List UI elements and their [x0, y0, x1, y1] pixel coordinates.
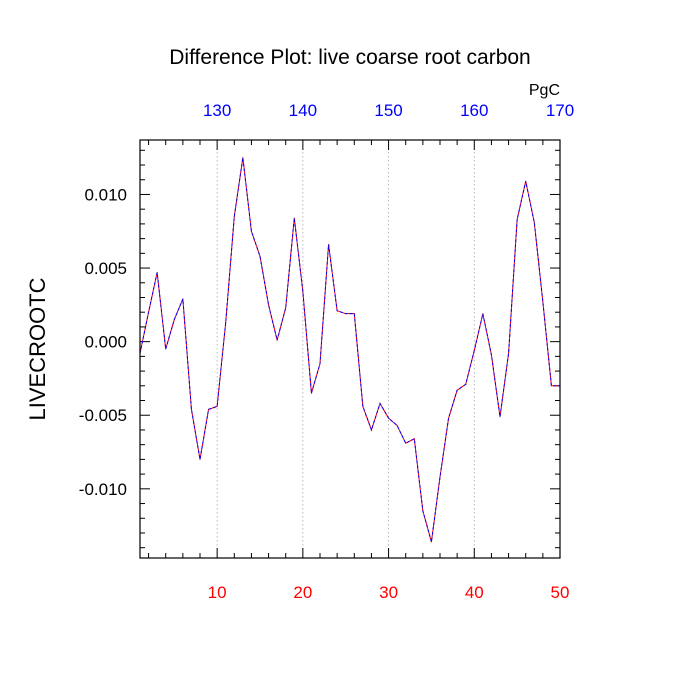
data-point	[216, 405, 218, 408]
y-tick-label: 0.005	[84, 259, 127, 278]
y-tick-label: 0.010	[84, 185, 127, 204]
x-bottom-tick-label: 10	[208, 583, 227, 602]
y-tick-label: 0.000	[84, 333, 127, 352]
y-tick-label: -0.010	[79, 480, 127, 499]
x-bottom-tick-label: 30	[379, 583, 398, 602]
data-point	[430, 541, 433, 543]
data-point	[439, 476, 441, 478]
data-point	[490, 354, 493, 356]
data-point	[310, 392, 313, 394]
x-top-tick-label: 140	[289, 101, 317, 120]
y-tick-label: -0.005	[79, 406, 127, 425]
data-point	[242, 157, 244, 159]
data-point	[165, 348, 167, 350]
x-bottom-tick-label: 20	[293, 583, 312, 602]
y-axis-label: LIVECROOTC	[25, 277, 50, 420]
data-point	[207, 408, 210, 410]
data-point	[542, 301, 544, 303]
data-point	[353, 313, 355, 315]
data-point	[379, 402, 381, 405]
data-point	[147, 311, 150, 313]
data-point	[482, 313, 484, 315]
units-label: PgC	[529, 82, 560, 99]
data-point	[516, 218, 518, 221]
data-point	[413, 438, 415, 440]
tick-labels: 10 130 20 140 30 150 40 160 50 170 0.010 0.005 0.000…	[79, 101, 574, 602]
data-point	[190, 408, 193, 410]
data-point	[499, 416, 501, 418]
data-point	[525, 180, 527, 182]
data-point	[345, 313, 347, 315]
x-top-tick-label: 160	[460, 101, 488, 120]
data-point	[447, 417, 450, 419]
series-line-a	[139, 157, 560, 542]
data-point	[233, 215, 235, 218]
data-point	[370, 429, 373, 431]
data-point	[336, 310, 338, 312]
data-point	[259, 255, 261, 257]
data-point	[507, 352, 510, 355]
data-point	[405, 442, 407, 444]
x-bottom-tick-label: 50	[551, 583, 570, 602]
data-point	[396, 424, 398, 427]
axis-ticks	[140, 140, 561, 558]
data-point	[225, 321, 227, 324]
data-point	[276, 339, 278, 341]
x-top-tick-label: 170	[546, 101, 574, 120]
data-point	[199, 458, 201, 460]
series-line-b	[139, 157, 560, 542]
data-point	[465, 383, 467, 385]
data-point	[533, 221, 535, 224]
data-point	[302, 290, 304, 293]
plot-frame	[139, 139, 561, 559]
data-point	[285, 307, 287, 309]
data-point	[319, 363, 321, 365]
data-point	[473, 349, 475, 352]
data-point	[250, 230, 253, 232]
x-bottom-tick-label: 40	[465, 583, 484, 602]
data-point	[267, 304, 270, 306]
data-point	[362, 405, 364, 408]
data-point	[327, 243, 330, 246]
data-point	[422, 510, 424, 512]
data-point	[550, 385, 553, 387]
grid-lines	[216, 140, 475, 558]
data-point	[456, 389, 458, 391]
data-point	[173, 318, 175, 321]
data-point	[182, 298, 184, 300]
data-point	[387, 417, 390, 419]
x-top-tick-label: 150	[374, 101, 402, 120]
chart-title: Difference Plot: live coarse root carbon	[169, 46, 530, 69]
data-point	[293, 217, 295, 219]
x-top-tick-label: 130	[203, 101, 231, 120]
series-lines	[139, 157, 561, 543]
data-point	[156, 271, 158, 274]
